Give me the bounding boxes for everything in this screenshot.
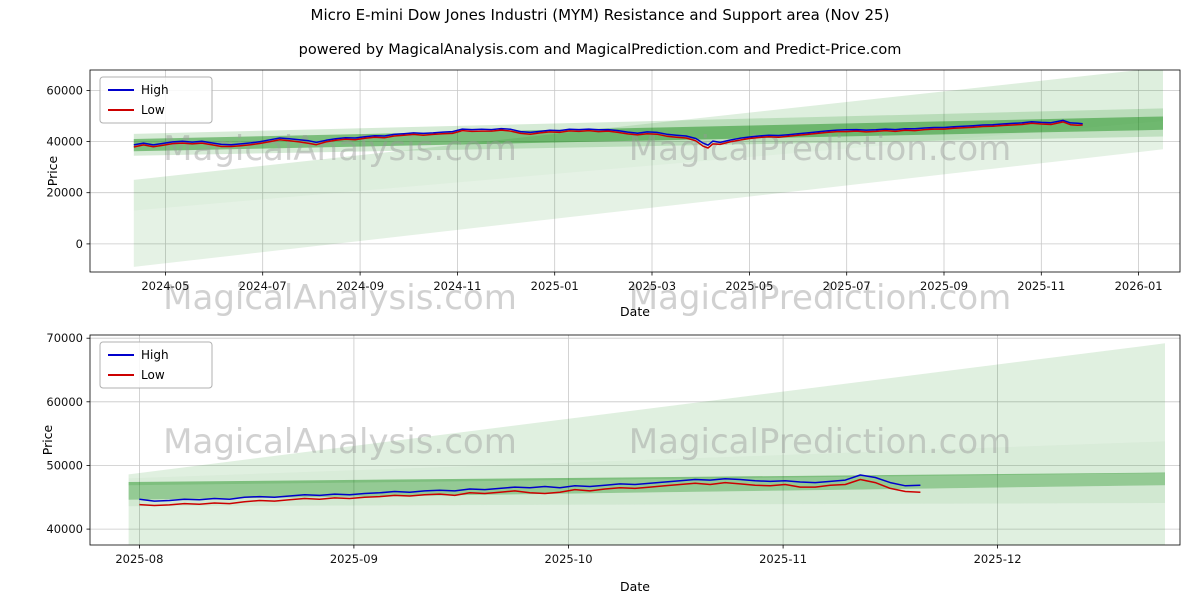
y-tick-label: 60000 <box>46 395 83 409</box>
legend-label-high: High <box>141 83 169 97</box>
x-tick-label: 2024-09 <box>336 279 384 293</box>
support-resistance-band <box>133 70 1163 211</box>
x-tick-label: 2025-10 <box>544 552 592 566</box>
watermark-prediction: MagicalPrediction.com <box>629 129 1012 169</box>
legend: High Low <box>99 76 213 124</box>
figure-subtitle: powered by MagicalAnalysis.com and Magic… <box>298 42 902 58</box>
x-tick-label: 2025-05 <box>725 279 773 293</box>
support-resistance-band <box>128 503 1165 545</box>
plot-frame <box>89 69 1181 273</box>
x-tick-label: 2024-11 <box>433 279 481 293</box>
x-tick-label: 2025-08 <box>115 552 163 566</box>
y-tick-label: 20000 <box>46 186 83 200</box>
high-line <box>139 474 921 502</box>
y-tick-label: 40000 <box>46 522 83 536</box>
plot-frame <box>89 334 1181 546</box>
legend-label-low: Low <box>141 103 165 117</box>
x-tick-label: 2025-07 <box>823 279 871 293</box>
watermark-prediction: MagicalPrediction.com <box>629 278 1012 318</box>
x-axis-label: Date <box>620 579 650 594</box>
x-axis-label: Date <box>620 304 650 319</box>
y-tick-label: 0 <box>76 237 83 251</box>
x-tick-label: 2025-11 <box>759 552 807 566</box>
y-axis-label: Price <box>40 424 55 455</box>
x-tick-label: 2025-01 <box>531 279 579 293</box>
x-tick-label: 2024-05 <box>141 279 189 293</box>
support-resistance-band <box>128 472 1166 500</box>
x-tick-label: 2025-12 <box>974 552 1022 566</box>
legend: High Low <box>99 341 213 389</box>
y-tick-label: 60000 <box>46 84 83 98</box>
watermark-analysis: MagicalAnalysis.com <box>163 129 517 169</box>
support-resistance-band <box>128 485 1166 507</box>
y-tick-label: 70000 <box>46 331 83 345</box>
band-layer <box>128 343 1166 545</box>
legend-box <box>99 76 213 124</box>
figure-title: Micro E-mini Dow Jones Industri (MYM) Re… <box>310 6 890 24</box>
legend-label-high: High <box>141 348 169 362</box>
watermark-prediction: MagicalPrediction.com <box>629 422 1012 462</box>
y-tick-label: 50000 <box>46 459 83 473</box>
y-axis-label: Price <box>45 155 60 186</box>
watermark-analysis: MagicalAnalysis.com <box>163 422 517 462</box>
price-chart-top: MagicalAnalysis.com MagicalPrediction.com… <box>45 69 1181 319</box>
support-resistance-band <box>128 441 1166 486</box>
series-layer <box>133 119 1083 149</box>
x-tick-label: 2025-11 <box>1017 279 1065 293</box>
y-tick-label: 40000 <box>46 135 83 149</box>
legend-box <box>99 341 213 389</box>
x-tick-label: 2025-09 <box>330 552 378 566</box>
series-layer <box>139 474 921 507</box>
price-chart-bottom: MagicalAnalysis.com MagicalPrediction.com… <box>40 331 1181 594</box>
high-line <box>133 119 1083 146</box>
x-tick-label: 2026-01 <box>1115 279 1163 293</box>
legend-label-low: Low <box>141 368 165 382</box>
low-line <box>139 478 921 507</box>
low-line <box>133 121 1083 149</box>
x-tick-label: 2025-09 <box>920 279 968 293</box>
x-tick-label: 2025-03 <box>628 279 676 293</box>
watermark-analysis: MagicalAnalysis.com <box>163 278 517 318</box>
x-tick-label: 2024-07 <box>239 279 287 293</box>
support-resistance-band <box>128 343 1166 479</box>
support-resistance-band <box>133 121 1163 267</box>
